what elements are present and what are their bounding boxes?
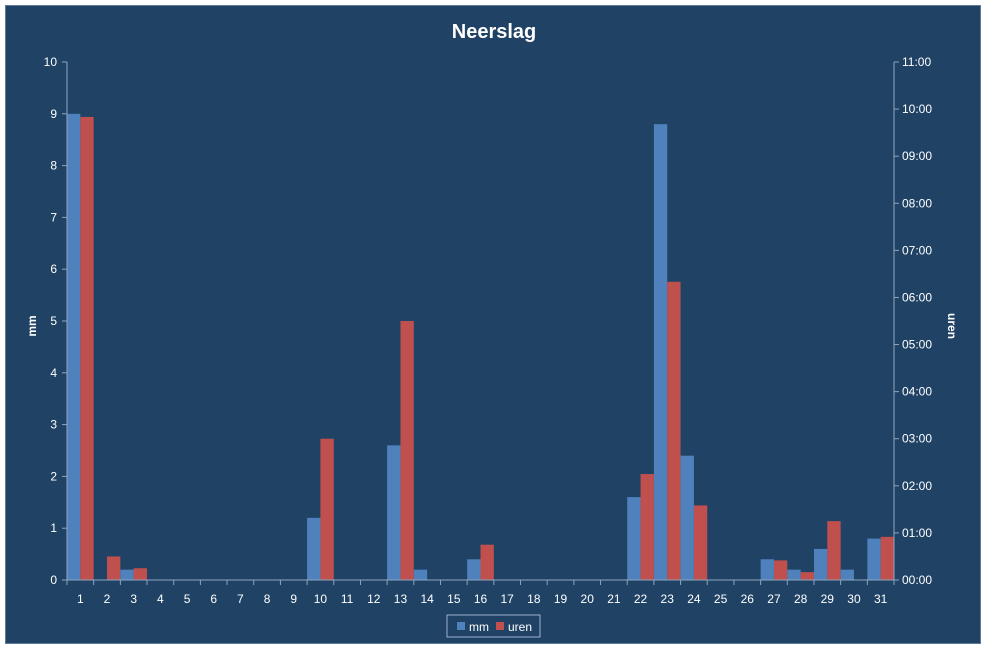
left-tick-label: 3 (50, 418, 57, 432)
x-tick-label: 6 (210, 592, 217, 606)
x-tick-label: 14 (420, 592, 434, 606)
x-tick-label: 25 (714, 592, 728, 606)
right-tick-label: 11:00 (902, 55, 931, 69)
x-tick-label: 11 (341, 592, 354, 606)
bar-uren-31 (880, 536, 894, 580)
right-axis-ticks: 00:00 01:00 02:00 03:00 04:00 05:00 06:00 07:00… (894, 55, 932, 587)
right-tick-label: 04:00 (902, 385, 932, 399)
x-tick-label: 8 (264, 592, 271, 606)
bar-mm-30 (840, 569, 854, 580)
x-tick-label: 2 (104, 592, 111, 606)
x-tick-label: 12 (367, 592, 381, 606)
bar-uren-29 (827, 521, 841, 580)
left-tick-label: 2 (50, 469, 57, 483)
x-tick-label: 31 (874, 592, 888, 606)
legend-box (446, 614, 541, 638)
bar-uren-13 (400, 321, 414, 580)
left-axis-title: mm (25, 315, 39, 336)
right-tick-label: 07:00 (902, 243, 932, 257)
x-tick-label: 19 (554, 592, 568, 606)
chart-title: Neerslag (452, 21, 537, 43)
x-tick-label: 21 (607, 592, 621, 606)
bar-mm-23 (653, 124, 668, 580)
right-tick-label: 06:00 (902, 290, 932, 304)
x-tick-label: 15 (447, 592, 461, 606)
right-axis-title: uren (945, 313, 959, 339)
x-tick-label: 17 (500, 592, 514, 606)
left-tick-label: 9 (50, 107, 57, 121)
x-tick-label: 22 (634, 592, 648, 606)
bar-mm-24 (680, 455, 694, 580)
bar-mm-22 (627, 497, 641, 580)
x-tick-label: 3 (130, 592, 137, 606)
bar-mm-14 (413, 569, 428, 580)
x-tick-label: 27 (767, 592, 781, 606)
x-tick-label: 30 (847, 592, 861, 606)
left-tick-label: 4 (50, 366, 57, 380)
right-tick-label: 01:00 (902, 526, 932, 540)
bar-uren-27 (773, 560, 788, 580)
right-tick-label: 05:00 (902, 338, 932, 352)
axes (66, 62, 895, 581)
left-tick-label: 8 (50, 159, 57, 173)
left-tick-label: 6 (50, 262, 57, 276)
bar-uren-24 (693, 505, 708, 580)
right-tick-label: 10:00 (902, 102, 932, 116)
right-tick-label: 00:00 (902, 573, 932, 587)
x-tick-label: 16 (474, 592, 488, 606)
bar-uren-1 (80, 116, 94, 580)
bar-uren-22 (640, 474, 654, 580)
left-tick-label: 5 (50, 314, 57, 328)
right-tick-label: 03:00 (902, 432, 932, 446)
bars (67, 113, 894, 581)
right-tick-label: 02:00 (902, 479, 932, 493)
bar-uren-28 (800, 572, 814, 580)
x-tick-label: 20 (581, 592, 595, 606)
bar-mm-10 (307, 517, 321, 580)
legend-swatch-mm (457, 622, 465, 630)
x-tick-label: 26 (741, 592, 755, 606)
x-tick-label: 29 (821, 592, 835, 606)
x-tick-label: 10 (314, 592, 328, 606)
bar-uren-23 (667, 281, 681, 580)
right-tick-label: 08:00 (902, 196, 932, 210)
x-tick-label: 9 (290, 592, 297, 606)
left-tick-label: 10 (44, 55, 58, 69)
bar-mm-31 (867, 538, 881, 580)
left-tick-label: 1 (50, 521, 57, 535)
bar-uren-16 (480, 544, 494, 580)
x-tick-label: 18 (527, 592, 541, 606)
x-axis-ticks: 1 2 3 4 5 6 7 8 9 10 11 12 13 14 15 16 17 18 19 20 21 22 23 24 2… (66, 580, 895, 606)
x-tick-label: 5 (184, 592, 191, 606)
legend-label-uren: uren (508, 620, 532, 634)
left-tick-label: 7 (50, 210, 57, 224)
bar-uren-2 (107, 556, 121, 580)
x-tick-label: 7 (237, 592, 244, 606)
left-axis-ticks: 0 1 2 3 4 5 6 7 8 9 10 (44, 55, 67, 587)
bar-mm-1 (67, 113, 81, 581)
left-tick-label: 0 (50, 573, 57, 587)
x-tick-label: 4 (157, 592, 164, 606)
bar-mm-16 (467, 559, 481, 580)
bar-uren-10 (320, 438, 334, 580)
x-tick-label: 28 (794, 592, 808, 606)
legend-swatch-uren (496, 622, 504, 630)
x-tick-label: 24 (687, 592, 701, 606)
bar-mm-28 (787, 569, 801, 580)
bar-mm-3 (120, 569, 134, 580)
x-tick-label: 1 (77, 592, 84, 606)
x-tick-label: 23 (661, 592, 675, 606)
chart-area: Neerslag 0 1 2 3 4 5 6 7 8 9 10 00:00 01:00 02:00 03:… (5, 5, 981, 644)
legend: mm uren (446, 614, 541, 638)
bar-uren-3 (133, 568, 148, 580)
bar-mm-29 (813, 548, 828, 580)
right-tick-label: 09:00 (902, 149, 932, 163)
x-tick-label: 13 (394, 592, 408, 606)
bar-mm-27 (760, 559, 774, 580)
bar-mm-13 (387, 445, 401, 580)
legend-label-mm: mm (469, 620, 489, 634)
